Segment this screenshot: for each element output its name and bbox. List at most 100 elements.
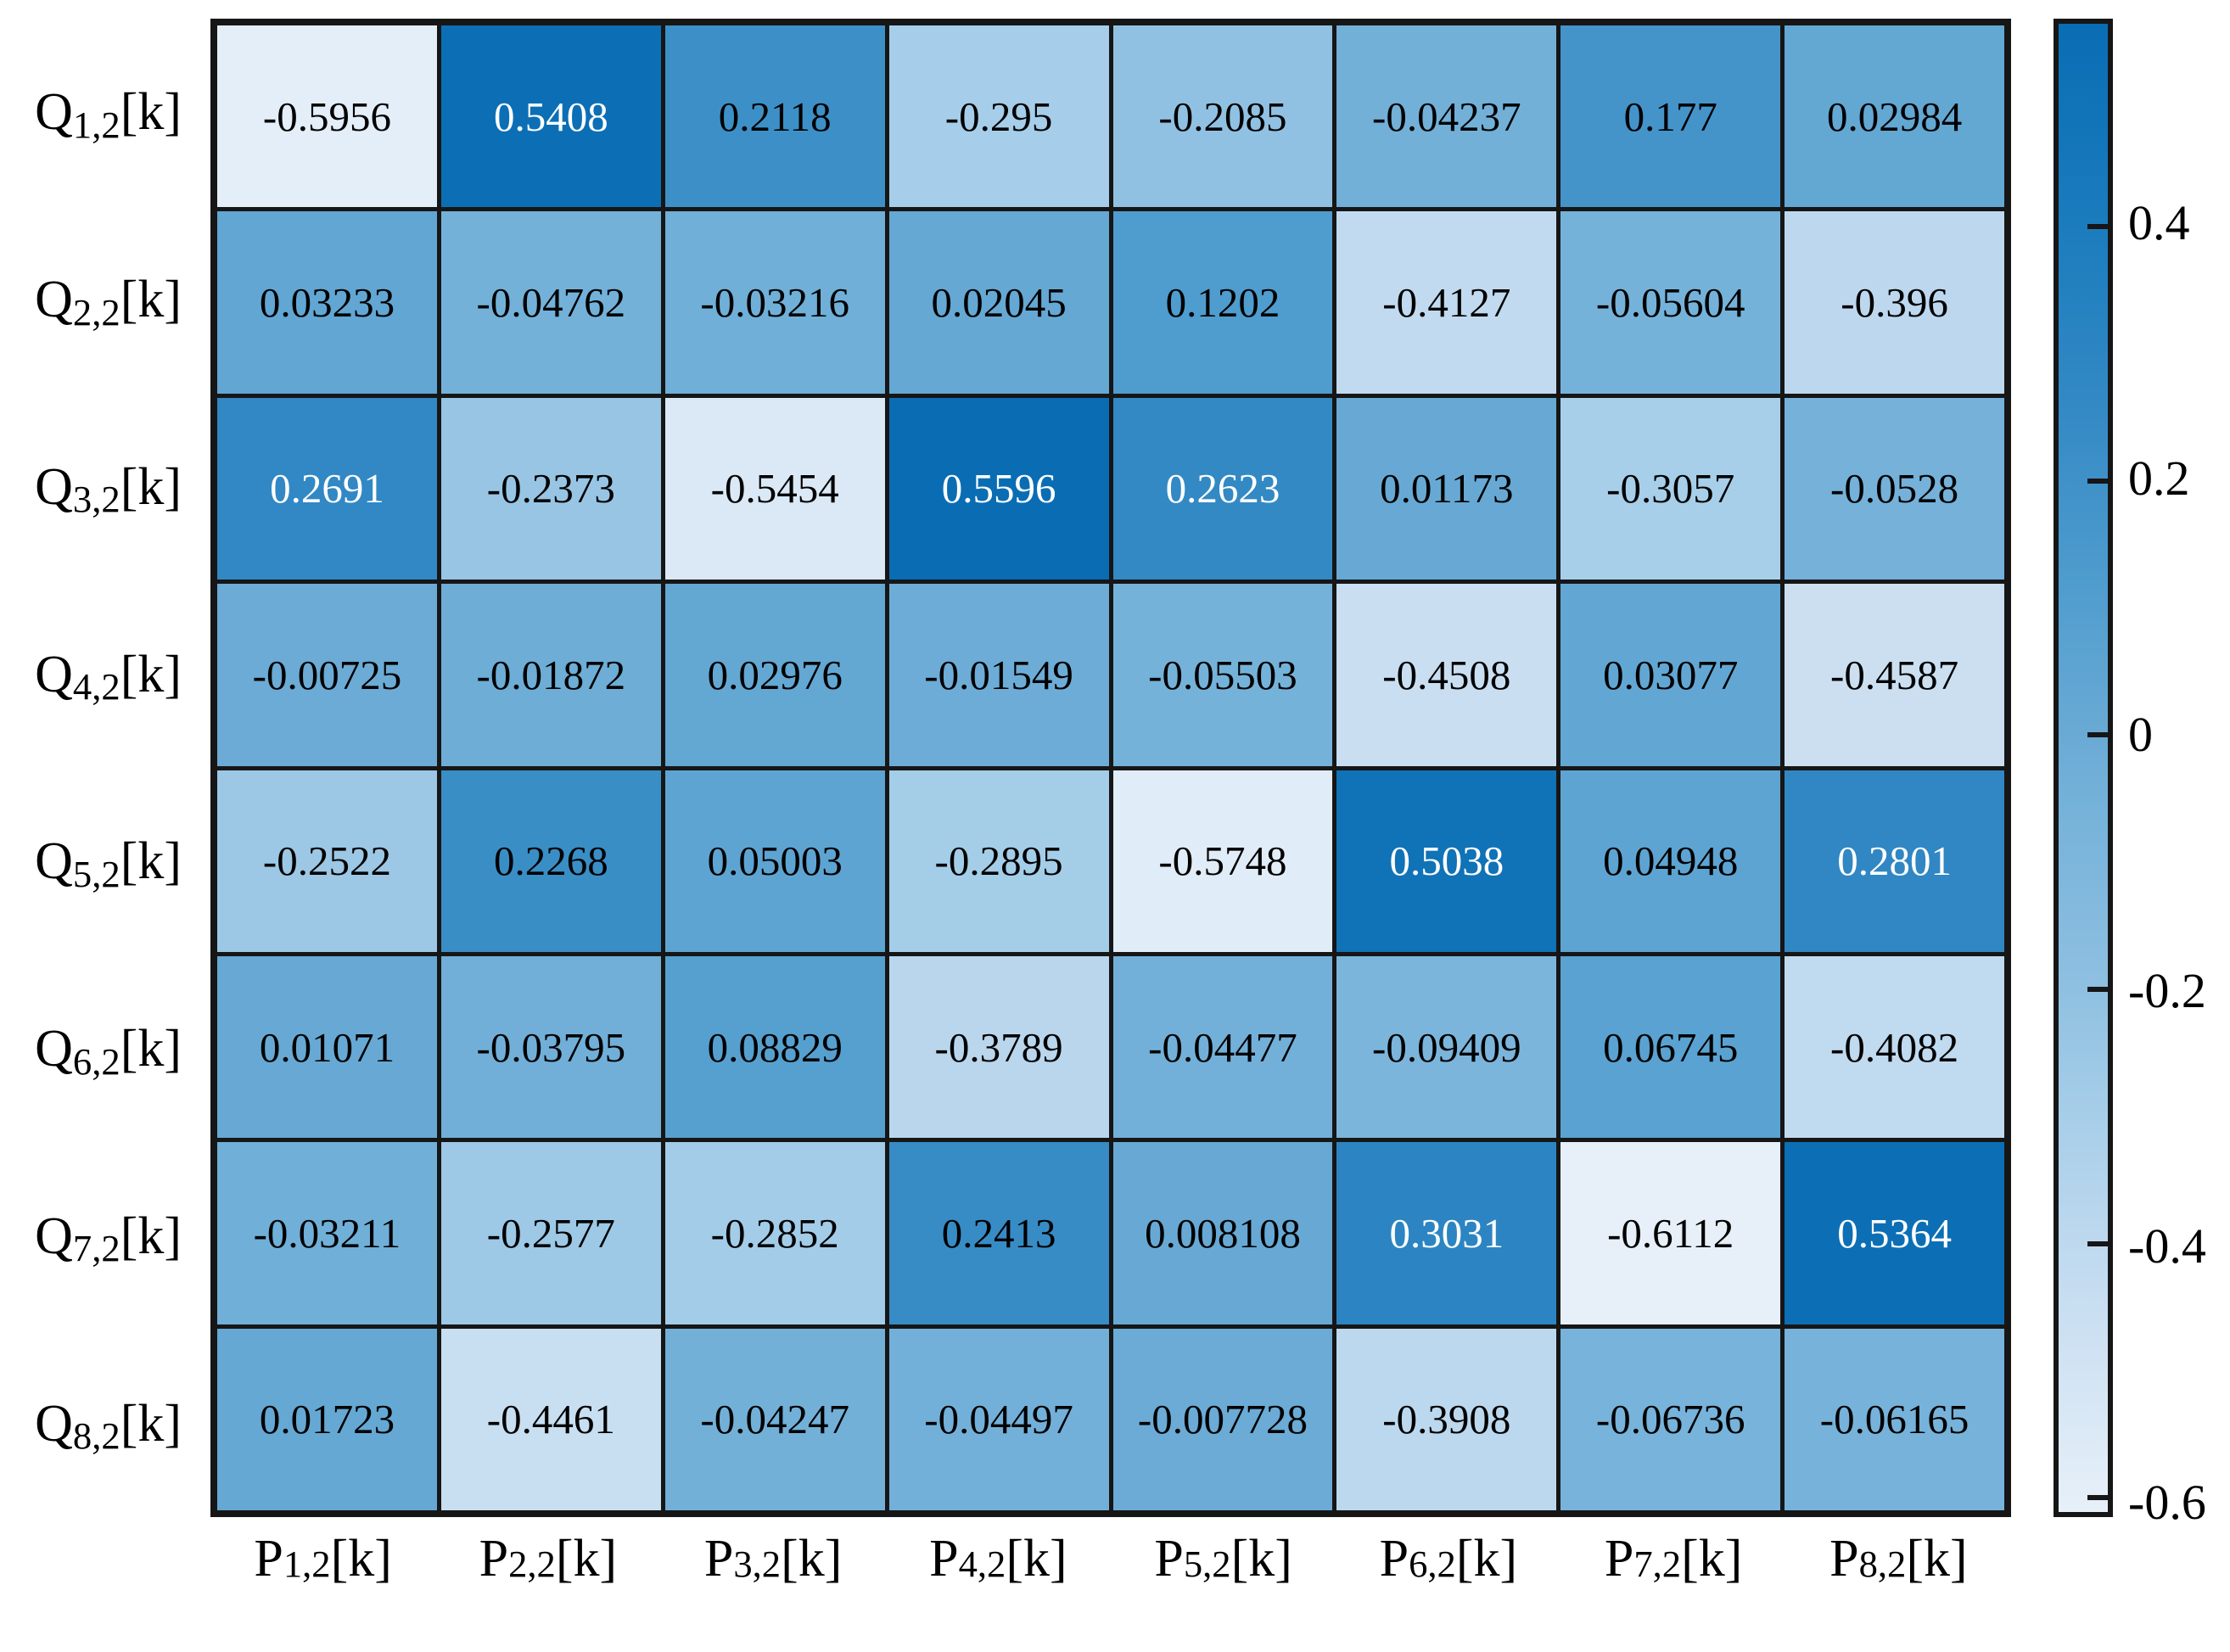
cell-value: -0.06165 — [1819, 1396, 1969, 1443]
col-label: P 1,2 [k] — [210, 1532, 435, 1643]
cell-value: 0.01173 — [1380, 465, 1514, 512]
colorbar-tick-label: -0.4 — [2128, 1218, 2206, 1274]
cell-value: -0.2577 — [486, 1209, 615, 1257]
heatmap-cell: 0.01723 — [217, 1328, 437, 1510]
colorbar-tick — [2087, 224, 2108, 230]
cell-value: 0.2413 — [941, 1209, 1056, 1257]
heatmap-cell: -0.6112 — [1560, 1142, 1781, 1324]
cell-value: -0.295 — [944, 92, 1053, 140]
colorbar — [2054, 19, 2113, 1517]
colorbar-tick — [2087, 986, 2108, 992]
heatmap-cell: 0.2801 — [1785, 770, 2004, 952]
heatmap-cell: 0.02984 — [1785, 25, 2004, 208]
heatmap-cell: -0.4587 — [1785, 584, 2004, 766]
label-base: Q — [35, 1020, 73, 1078]
label-subscript: 4,2 — [72, 665, 120, 708]
label-suffix: [k] — [120, 1394, 182, 1453]
heatmap-cell: 0.2118 — [664, 25, 885, 208]
cell-value: -0.4587 — [1830, 651, 1959, 698]
cell-value: 0.2623 — [1165, 465, 1280, 512]
heatmap-cell: 0.5408 — [440, 25, 661, 208]
cell-value: 0.02984 — [1826, 92, 1963, 140]
heatmap-cell: -0.06165 — [1785, 1328, 2004, 1510]
cell-value: -0.5454 — [710, 465, 839, 512]
cell-value: -0.04762 — [476, 279, 626, 327]
heatmap-cell: 0.01173 — [1336, 397, 1557, 580]
cell-value: -0.04497 — [924, 1396, 1073, 1443]
cell-value: -0.5956 — [262, 92, 391, 140]
label-base: P — [254, 1530, 283, 1588]
col-label: P 8,2 [k] — [1786, 1532, 2011, 1643]
label-base: P — [1829, 1530, 1859, 1588]
cell-value: -0.01872 — [476, 651, 626, 698]
label-base: Q — [35, 1394, 73, 1453]
label-base: Q — [35, 832, 73, 891]
heatmap-cell: -0.2373 — [440, 397, 661, 580]
label-subscript: 8,2 — [1858, 1542, 1907, 1585]
col-label: P 7,2 [k] — [1561, 1532, 1786, 1643]
cell-value: -0.04247 — [700, 1396, 849, 1443]
row-label: Q 7,2 [k] — [0, 1143, 195, 1330]
heatmap-cell: 0.05003 — [664, 770, 885, 952]
row-label: Q 3,2 [k] — [0, 394, 195, 581]
heatmap-cell: -0.01872 — [440, 584, 661, 766]
colorbar-tick — [2087, 1495, 2108, 1501]
cell-value: 0.08829 — [707, 1023, 843, 1071]
colorbar-tick-label: 0 — [2128, 707, 2153, 763]
label-subscript: 3,2 — [733, 1542, 782, 1585]
heatmap-cell: 0.008108 — [1112, 1142, 1333, 1324]
label-subscript: 5,2 — [1183, 1542, 1231, 1585]
heatmap-cell: 0.177 — [1560, 25, 1781, 208]
row-label: Q 8,2 [k] — [0, 1330, 195, 1517]
cell-value: -0.4461 — [486, 1396, 615, 1443]
heatmap-cell: 0.2413 — [888, 1142, 1109, 1324]
row-label: Q 5,2 [k] — [0, 768, 195, 955]
cell-value: 0.5364 — [1837, 1209, 1952, 1257]
cell-value: -0.4508 — [1382, 651, 1511, 698]
label-subscript: 7,2 — [1633, 1542, 1682, 1585]
label-base: P — [929, 1530, 959, 1588]
cell-value: -0.007728 — [1137, 1396, 1308, 1443]
colorbar-tick-label: -0.2 — [2128, 962, 2206, 1018]
heatmap-cell: -0.2577 — [440, 1142, 661, 1324]
cell-value: 0.04948 — [1603, 837, 1739, 885]
label-suffix: [k] — [120, 457, 182, 516]
cell-value: -0.0528 — [1830, 465, 1959, 512]
label-base: P — [479, 1530, 509, 1588]
label-suffix: [k] — [120, 1020, 182, 1078]
colorbar-tick-label: -0.6 — [2128, 1475, 2206, 1531]
label-base: P — [1154, 1530, 1184, 1588]
cell-value: 0.05003 — [707, 837, 843, 885]
heatmap-cell: 0.5596 — [888, 397, 1109, 580]
heatmap-cell: 0.5038 — [1336, 770, 1557, 952]
heatmap-cell: -0.04762 — [440, 211, 661, 394]
heatmap-cell: 0.06745 — [1560, 955, 1781, 1139]
label-base: Q — [35, 457, 73, 516]
heatmap-cell: 0.2623 — [1112, 397, 1333, 580]
heatmap-cell: 0.01071 — [217, 955, 437, 1139]
heatmap-cell: -0.04477 — [1112, 955, 1333, 1139]
label-suffix: [k] — [1006, 1530, 1067, 1588]
cell-value: 0.5038 — [1389, 837, 1504, 885]
label-subscript: 7,2 — [72, 1227, 120, 1270]
heatmap-cell: -0.3908 — [1336, 1328, 1557, 1510]
label-suffix: [k] — [1906, 1530, 1968, 1588]
label-suffix: [k] — [120, 83, 182, 142]
heatmap-cell: -0.007728 — [1112, 1328, 1333, 1510]
heatmap-cell: -0.4127 — [1336, 211, 1557, 394]
cell-value: 0.2268 — [493, 837, 608, 885]
heatmap-cell: -0.03211 — [217, 1142, 437, 1324]
cell-value: 0.01071 — [259, 1023, 395, 1071]
heatmap-cell: 0.5364 — [1785, 1142, 2004, 1324]
label-suffix: [k] — [120, 1207, 182, 1265]
col-label: P 4,2 [k] — [886, 1532, 1111, 1643]
heatmap-cell: -0.04237 — [1336, 25, 1557, 208]
label-subscript: 6,2 — [1409, 1542, 1456, 1585]
cell-value: 0.06745 — [1603, 1023, 1739, 1071]
label-suffix: [k] — [120, 271, 182, 329]
cell-value: 0.1202 — [1165, 279, 1280, 327]
cell-value: -0.05604 — [1595, 279, 1745, 327]
cell-value: -0.5748 — [1158, 837, 1287, 885]
label-base: P — [703, 1530, 734, 1588]
heatmap-cell: -0.4082 — [1785, 955, 2004, 1139]
